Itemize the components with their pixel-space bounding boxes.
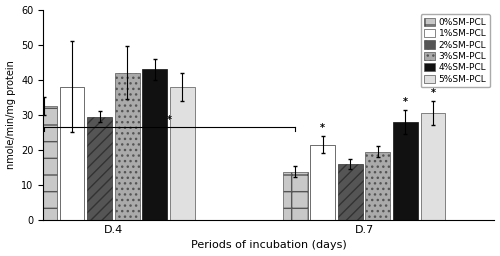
Bar	[60, 87, 84, 220]
Bar	[32, 106, 57, 220]
Bar	[170, 87, 194, 220]
Bar	[142, 69, 167, 220]
Text: *: *	[403, 97, 408, 107]
Text: *: *	[168, 115, 172, 125]
Legend: 0%SM-PCL, 1%SM-PCL, 2%SM-PCL, 3%SM-PCL, 4%SM-PCL, 5%SM-PCL: 0%SM-PCL, 1%SM-PCL, 2%SM-PCL, 3%SM-PCL, …	[420, 14, 490, 87]
Bar	[310, 145, 335, 220]
Bar	[366, 152, 390, 220]
Bar	[87, 116, 112, 220]
Bar	[338, 164, 362, 220]
Bar	[282, 172, 308, 220]
Text: *: *	[320, 123, 325, 133]
Bar	[420, 113, 446, 220]
Bar	[393, 122, 418, 220]
Text: *: *	[430, 88, 436, 98]
X-axis label: Periods of incubation (days): Periods of incubation (days)	[191, 240, 346, 250]
Bar	[115, 73, 140, 220]
Y-axis label: nmole/min/mg protein: nmole/min/mg protein	[6, 60, 16, 169]
